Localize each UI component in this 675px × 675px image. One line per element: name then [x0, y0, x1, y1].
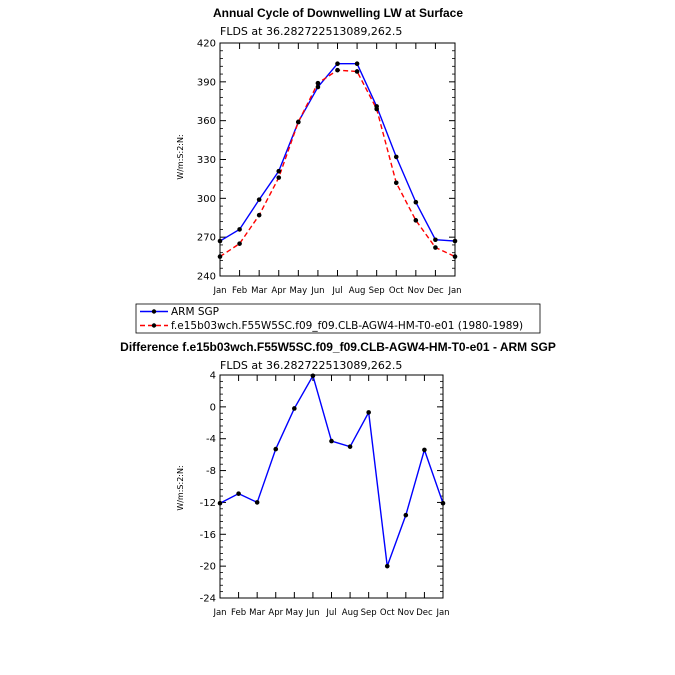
- chart1-xtick-label-4: May: [290, 286, 308, 296]
- chart1-ytick-label-3: 330: [197, 155, 216, 166]
- chart2-ytick-label-6: 0: [210, 402, 216, 413]
- chart1-series1-point-4: [296, 119, 301, 125]
- chart1-ytick-label-4: 360: [197, 116, 216, 127]
- chart1-ytick-label-6: 420: [197, 39, 216, 50]
- chart2-ytick-label-5: -4: [206, 434, 216, 445]
- chart1-ytick-label-5: 390: [197, 77, 216, 88]
- chart2-ytick-label-4: -8: [206, 466, 216, 477]
- chart2-ytick-label-1: -20: [200, 562, 216, 573]
- chart1-series1-point-11: [433, 245, 438, 250]
- chart1-series1-point-8: [374, 106, 379, 112]
- chart2-ylabel: W/m:S:2:N:: [176, 465, 185, 510]
- chart2-xtick-label-6: Jul: [325, 608, 336, 618]
- chart1-xtick-label-9: Oct: [389, 286, 404, 296]
- chart2-ytick-label-3: -12: [200, 498, 216, 509]
- chart1-series1-point-2: [256, 212, 262, 218]
- chart1-series0-point-3: [276, 168, 282, 174]
- chart2-plot-frame: [219, 374, 444, 599]
- chart2-ytick-label-0: -24: [200, 594, 216, 605]
- chart2-xtick-label-2: Mar: [249, 608, 266, 618]
- chart1-series0-point-6: [335, 61, 340, 67]
- chart2-series0-point-6: [329, 438, 334, 444]
- chart1-ytick-label-1: 270: [197, 233, 216, 244]
- legend-marker-model: [151, 323, 157, 328]
- chart2-series0-point-4: [292, 406, 297, 411]
- chart1-ylabel: W/m:S:2:N:: [176, 134, 185, 179]
- chart2-xtick-label-0: Jan: [212, 608, 226, 618]
- chart1-xtick-label-0: Jan: [212, 286, 226, 296]
- chart1-xtick-label-1: Feb: [232, 286, 247, 296]
- chart1-series0-point-2: [256, 197, 262, 202]
- chart2-subtitle: FLDS at 36.282722513089,262.5: [220, 359, 402, 372]
- chart1-series1-point-0: [217, 254, 223, 259]
- chart1-series1-point-3: [276, 175, 282, 180]
- chart1-subtitle: FLDS at 36.282722513089,262.5: [220, 25, 402, 38]
- chart1-series1-point-6: [335, 67, 340, 73]
- chart1-series0-point-9: [393, 154, 399, 160]
- chart2-xtick-label-11: Dec: [416, 608, 433, 618]
- chart2-series0-point-1: [236, 491, 241, 496]
- chart2-series-line-0: [219, 374, 444, 567]
- legend-marker-arm-sgp: [151, 309, 157, 314]
- chart1-xtick-label-12: Jan: [447, 286, 461, 296]
- chart1-series1-point-7: [354, 69, 360, 74]
- chart1-xtick-label-2: Mar: [251, 286, 268, 296]
- chart1-series1-point-10: [413, 218, 419, 223]
- chart2-xtick-label-9: Oct: [380, 608, 395, 618]
- chart1-xtick-label-10: Nov: [408, 286, 425, 296]
- chart1-series-line-1: [219, 69, 456, 258]
- legend-label-model: f.e15b03wch.F55W5SC.f09_f09.CLB-AGW4-HM-…: [171, 320, 523, 332]
- chart2-series0-point-5: [310, 373, 316, 379]
- chart2-xtick-label-12: Jan: [435, 608, 449, 618]
- chart2-series0-point-2: [254, 500, 260, 505]
- chart2-xtick-label-8: Sep: [361, 608, 377, 618]
- chart1-ytick-label-0: 240: [197, 272, 216, 283]
- chart1-xtick-label-8: Sep: [369, 286, 385, 296]
- chart1-xtick-label-11: Dec: [427, 286, 444, 296]
- chart2-series0-point-10: [403, 512, 409, 518]
- chart1-series0-point-5: [315, 84, 321, 90]
- chart1-xtick-label-6: Jul: [331, 286, 342, 296]
- chart2-title: Difference f.e15b03wch.F55W5SC.f09_f09.C…: [120, 340, 556, 354]
- chart1-series0-point-1: [237, 227, 242, 232]
- chart1-series0-point-7: [354, 61, 360, 67]
- chart1-xtick-label-3: Apr: [271, 286, 286, 296]
- chart1-series1-point-12: [452, 254, 458, 259]
- chart2-series0-point-7: [347, 444, 353, 449]
- chart2-xtick-label-10: Nov: [398, 608, 415, 618]
- chart2-xtick-label-4: May: [286, 608, 304, 618]
- chart2-ytick-label-7: 4: [210, 371, 216, 382]
- chart1-series-line-0: [219, 63, 456, 242]
- chart2-xtick-label-3: Apr: [268, 608, 283, 618]
- chart1-plot-frame: [219, 42, 456, 277]
- chart2-xtick-label-1: Feb: [231, 608, 246, 618]
- chart2-series0-point-12: [440, 500, 446, 506]
- chart2-series0-point-3: [273, 446, 279, 452]
- chart2-series0-point-0: [217, 500, 223, 506]
- chart1-xtick-label-7: Aug: [349, 286, 366, 296]
- legend-box: [135, 303, 541, 334]
- chart1-ytick-label-2: 300: [197, 194, 216, 205]
- chart2-ytick-label-2: -16: [200, 530, 216, 541]
- chart2-series0-point-11: [422, 447, 427, 453]
- chart2-xtick-label-7: Aug: [342, 608, 359, 618]
- chart1-series1-point-9: [393, 180, 399, 186]
- chart1-series1-point-5: [315, 80, 321, 86]
- chart1-title: Annual Cycle of Downwelling LW at Surfac…: [213, 6, 463, 20]
- legend-label-arm-sgp: ARM SGP: [171, 306, 219, 318]
- legend: ARM SGP f.e15b03wch.F55W5SC.f09_f09.CLB-…: [135, 303, 541, 334]
- chart1-series0-point-10: [413, 199, 419, 205]
- chart2-series0-point-9: [384, 563, 390, 569]
- chart1-xtick-label-5: Jun: [310, 286, 324, 296]
- chart1-series1-point-1: [237, 241, 242, 246]
- chart1-series0-point-11: [433, 237, 438, 243]
- chart2-xtick-label-5: Jun: [305, 608, 319, 618]
- chart1-series0-point-12: [452, 238, 458, 244]
- chart1-series0-point-0: [217, 238, 223, 244]
- chart2-series0-point-8: [366, 410, 371, 415]
